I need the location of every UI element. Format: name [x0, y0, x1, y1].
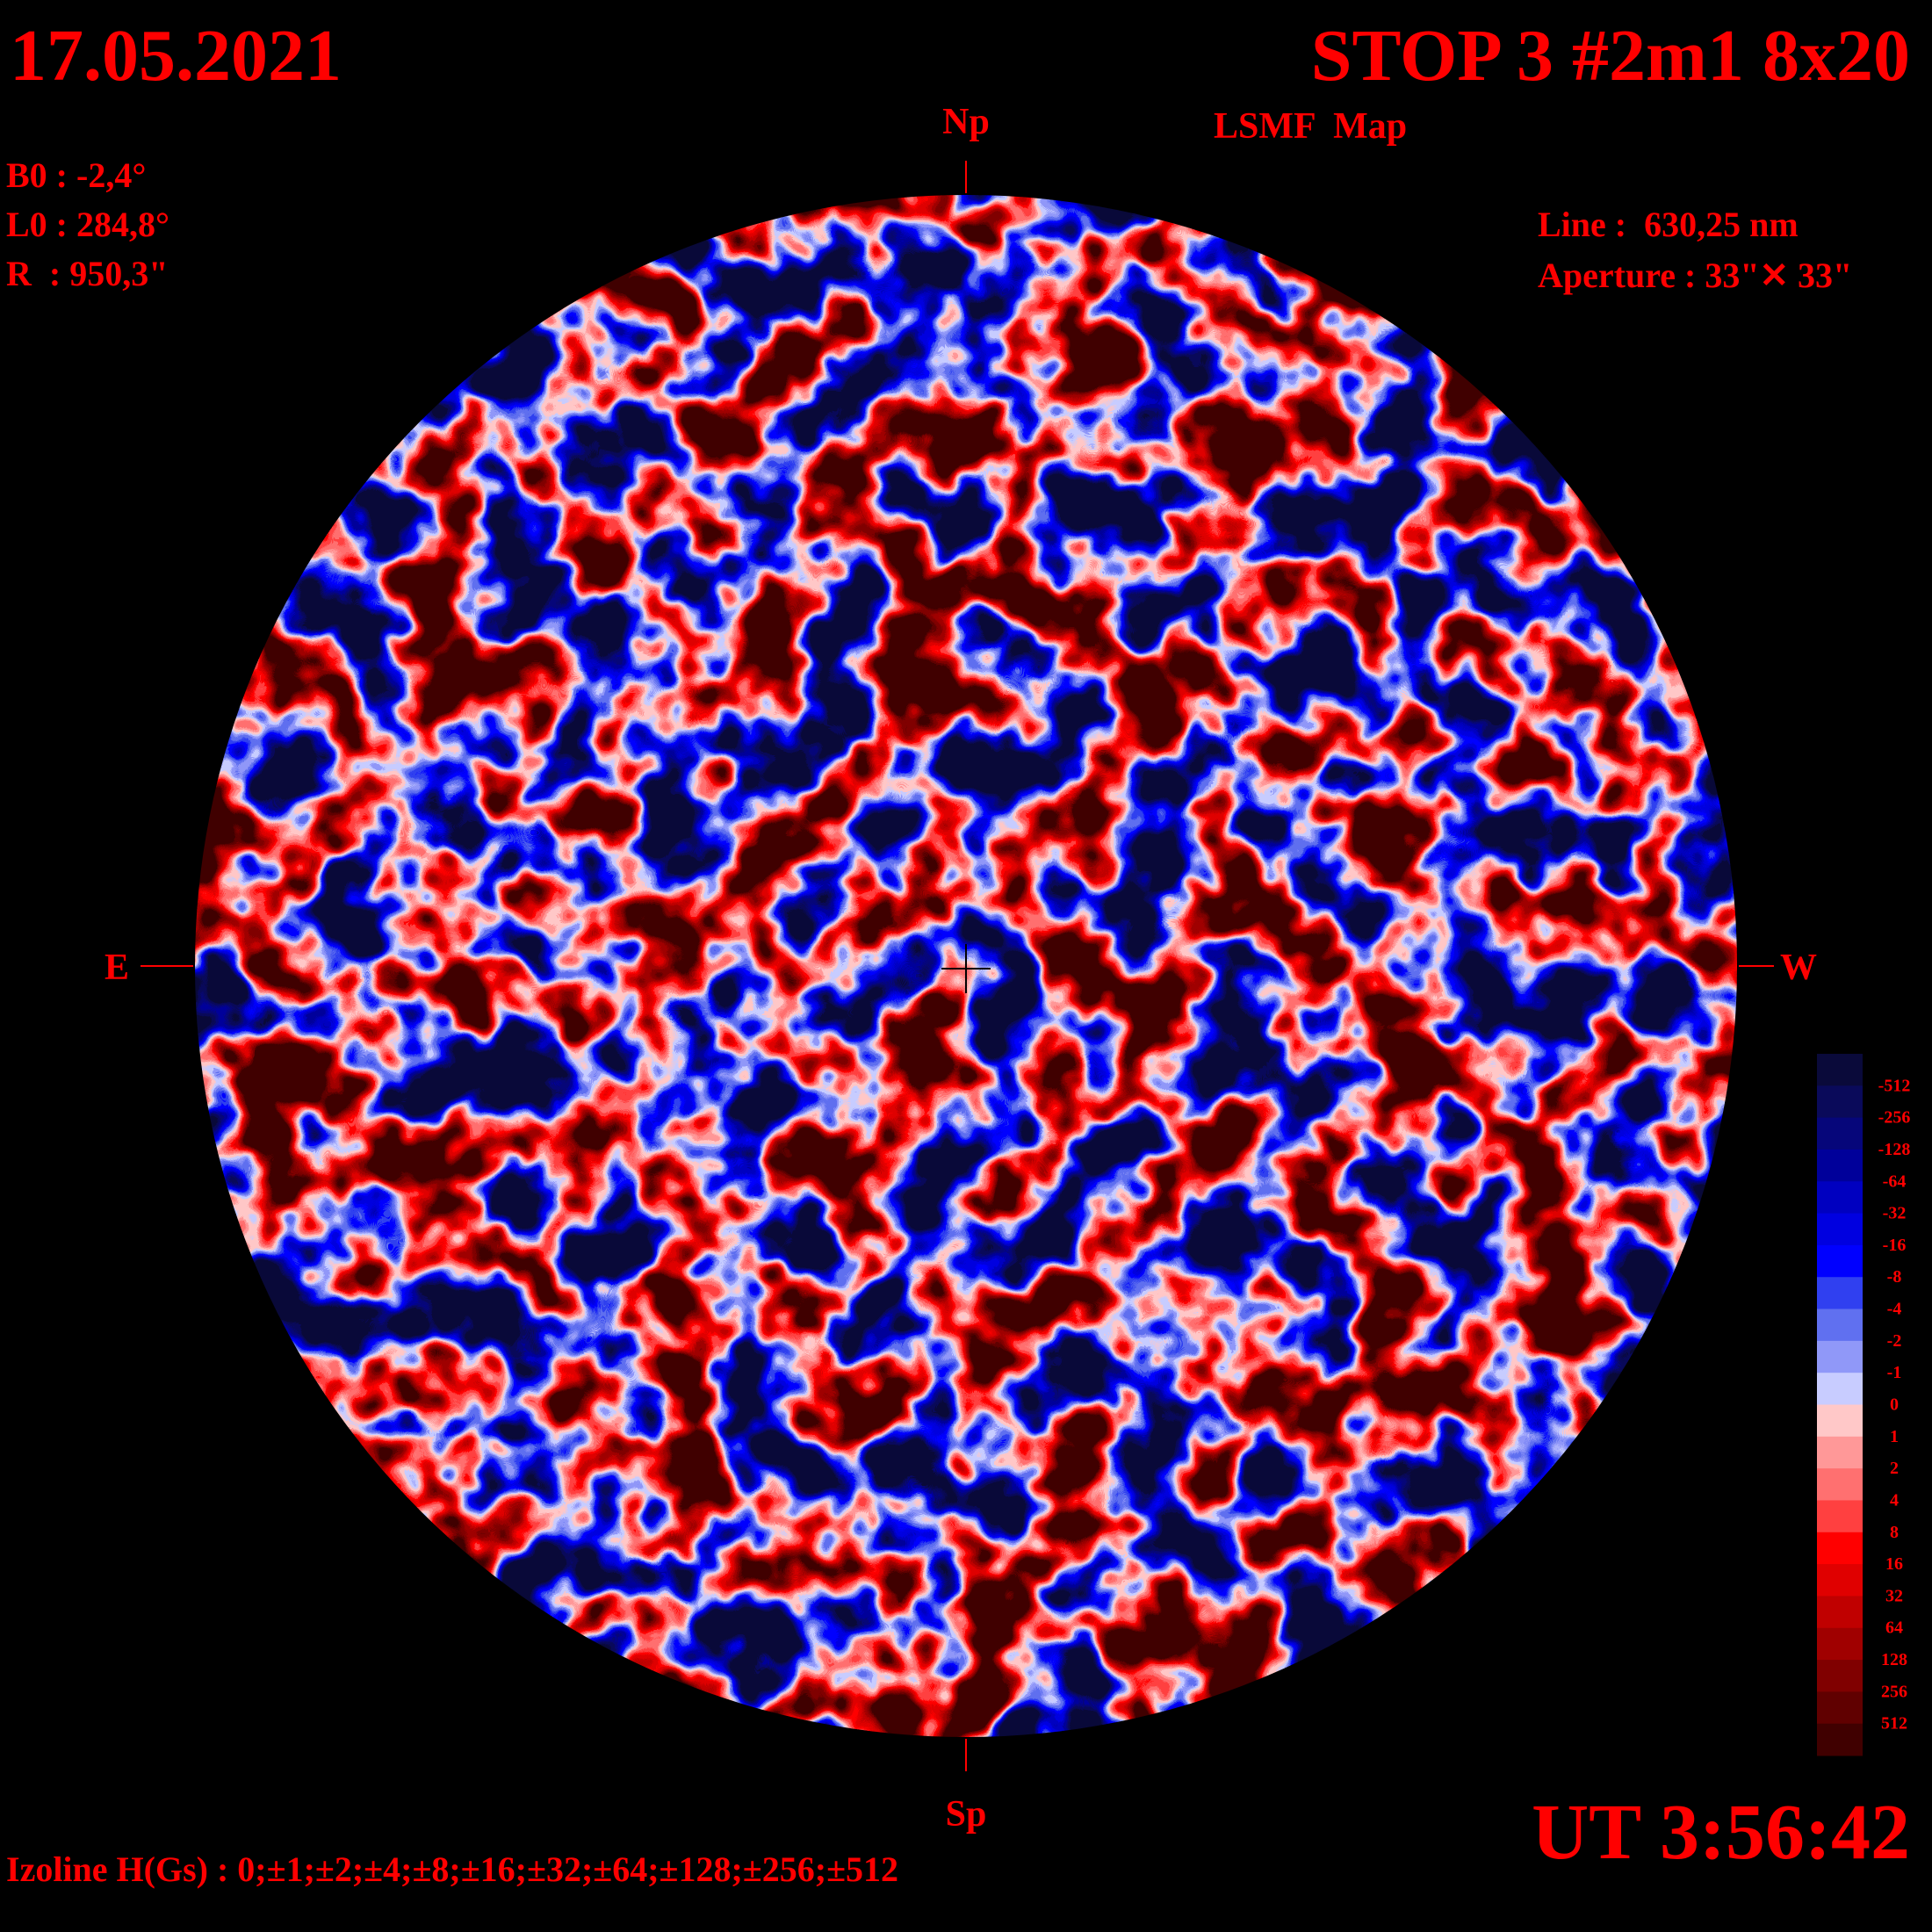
- instrument: Line : 630,25 nm: [1538, 205, 1799, 244]
- colorbar-band: [1817, 1117, 1863, 1150]
- parameter: L0 : 284,8°: [6, 205, 169, 244]
- date: 17.05.2021: [10, 15, 342, 97]
- footer: Izoline H(Gs) : 0;±1;±2;±4;±8;±16;±32;±6…: [6, 1849, 898, 1889]
- time: UT 3:56:42: [1532, 1789, 1910, 1876]
- instrument: Aperture : 33"✕ 33": [1538, 256, 1852, 295]
- colorbar-label: -8: [1887, 1267, 1902, 1287]
- colorbar-band: [1817, 1244, 1863, 1278]
- colorbar-label: 4: [1890, 1490, 1899, 1510]
- colorbar-label: -32: [1883, 1204, 1907, 1223]
- parameter: R : 950,3": [6, 254, 168, 293]
- direction-label: Sp: [946, 1794, 987, 1835]
- colorbar-band: [1817, 1468, 1863, 1501]
- colorbar: -512 -256 -128 -64 -32 -16 -8 -4 -2 -1 0 1 2 4 8 16 32 64…: [1817, 1054, 1910, 1756]
- colorbar-label: -4: [1887, 1300, 1902, 1319]
- colorbar-band: [1817, 1532, 1863, 1565]
- title: STOP 3 #2m1 8x20: [1311, 15, 1910, 97]
- colorbar-band: [1817, 1340, 1863, 1373]
- colorbar-band: [1817, 1054, 1863, 1086]
- subtitle: LSMF Map: [1214, 106, 1407, 147]
- colorbar-band: [1817, 1723, 1863, 1756]
- colorbar-band: [1817, 1181, 1863, 1215]
- colorbar-band: [1817, 1373, 1863, 1405]
- direction-label: W: [1780, 948, 1817, 988]
- colorbar-label: 256: [1881, 1682, 1907, 1701]
- colorbar-label: 128: [1881, 1650, 1907, 1669]
- colorbar-label: -1: [1887, 1363, 1902, 1382]
- colorbar-label: -512: [1878, 1076, 1911, 1095]
- colorbar-label: -128: [1878, 1140, 1911, 1159]
- colorbar-label: 2: [1890, 1459, 1899, 1478]
- colorbar-label: 1: [1890, 1427, 1899, 1446]
- colorbar-band: [1817, 1404, 1863, 1438]
- colorbar-band: [1817, 1596, 1863, 1629]
- colorbar-band: [1817, 1213, 1863, 1246]
- compass: [141, 161, 1774, 1771]
- colorbar-band: [1817, 1308, 1863, 1342]
- colorbar-label: 16: [1885, 1554, 1903, 1574]
- colorbar-label: 64: [1885, 1618, 1903, 1638]
- colorbar-band: [1817, 1660, 1863, 1692]
- colorbar-band: [1817, 1564, 1863, 1597]
- colorbar-band: [1817, 1627, 1863, 1661]
- colorbar-label: -2: [1887, 1331, 1902, 1351]
- colorbar-label: 32: [1885, 1586, 1903, 1605]
- colorbar-label: 0: [1890, 1395, 1899, 1415]
- direction-label: E: [105, 948, 129, 988]
- colorbar-band: [1817, 1691, 1863, 1725]
- colorbar-label: -64: [1883, 1171, 1907, 1191]
- direction-label: Np: [942, 102, 990, 142]
- colorbar-band: [1817, 1500, 1863, 1533]
- colorbar-band: [1817, 1277, 1863, 1310]
- colorbar-label: 8: [1890, 1523, 1899, 1542]
- colorbar-band: [1817, 1149, 1863, 1182]
- colorbar-label: -256: [1878, 1108, 1911, 1128]
- colorbar-label: 512: [1881, 1714, 1907, 1734]
- colorbar-label: -16: [1883, 1236, 1907, 1255]
- colorbar-band: [1817, 1085, 1863, 1119]
- parameter: B0 : -2,4°: [6, 155, 146, 195]
- colorbar-band: [1817, 1436, 1863, 1469]
